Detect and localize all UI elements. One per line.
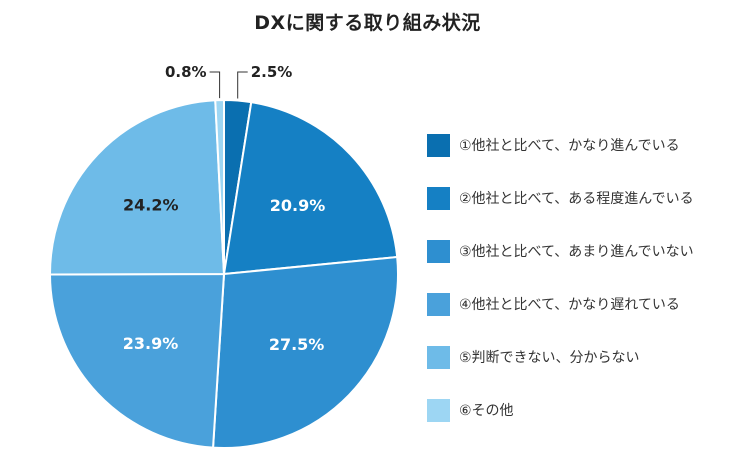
slice-value-label: 24.2% — [123, 196, 179, 215]
chart-title: DXに関する取り組み状況 — [254, 12, 481, 34]
legend: ①他社と比べて、かなり進んでいる ②他社と比べて、ある程度進んでいる ③他社と比… — [427, 132, 694, 450]
legend-swatch — [427, 398, 450, 422]
pie-slice-6 — [214, 98, 225, 275]
pie-slice-2 — [222, 101, 399, 276]
legend-item-4: ④他社と比べて、かなり遅れている — [427, 291, 694, 317]
legend-label: ④他社と比べて、かなり遅れている — [459, 297, 680, 313]
legend-label: ②他社と比べて、ある程度進んでいる — [459, 191, 694, 207]
pie-slice-4 — [48, 272, 226, 449]
slice-value-label: 2.5% — [251, 63, 293, 81]
legend-swatch — [427, 345, 450, 369]
leader-line — [209, 71, 221, 99]
pie-slice-3 — [211, 255, 399, 450]
legend-item-1: ①他社と比べて、かなり進んでいる — [427, 132, 694, 158]
legend-label: ①他社と比べて、かなり進んでいる — [459, 138, 680, 154]
legend-item-3: ③他社と比べて、あまり進んでいない — [427, 238, 694, 264]
legend-item-6: ⑥その他 — [427, 397, 694, 423]
pie-slice-5 — [48, 99, 226, 276]
slice-value-label: 27.5% — [269, 335, 325, 354]
legend-swatch — [427, 239, 450, 263]
legend-label: ⑥その他 — [459, 403, 514, 419]
legend-label: ⑤判断できない、分からない — [459, 350, 640, 366]
slice-value-label: 0.8% — [165, 63, 207, 81]
legend-swatch — [427, 292, 450, 316]
legend-label: ③他社と比べて、あまり進んでいない — [459, 244, 694, 260]
slice-value-label: 23.9% — [123, 334, 179, 353]
leader-line — [237, 71, 248, 99]
legend-swatch — [427, 133, 450, 157]
legend-item-5: ⑤判断できない、分からない — [427, 344, 694, 370]
legend-swatch — [427, 186, 450, 210]
legend-item-2: ②他社と比べて、ある程度進んでいる — [427, 185, 694, 211]
slice-value-label: 20.9% — [270, 196, 326, 215]
